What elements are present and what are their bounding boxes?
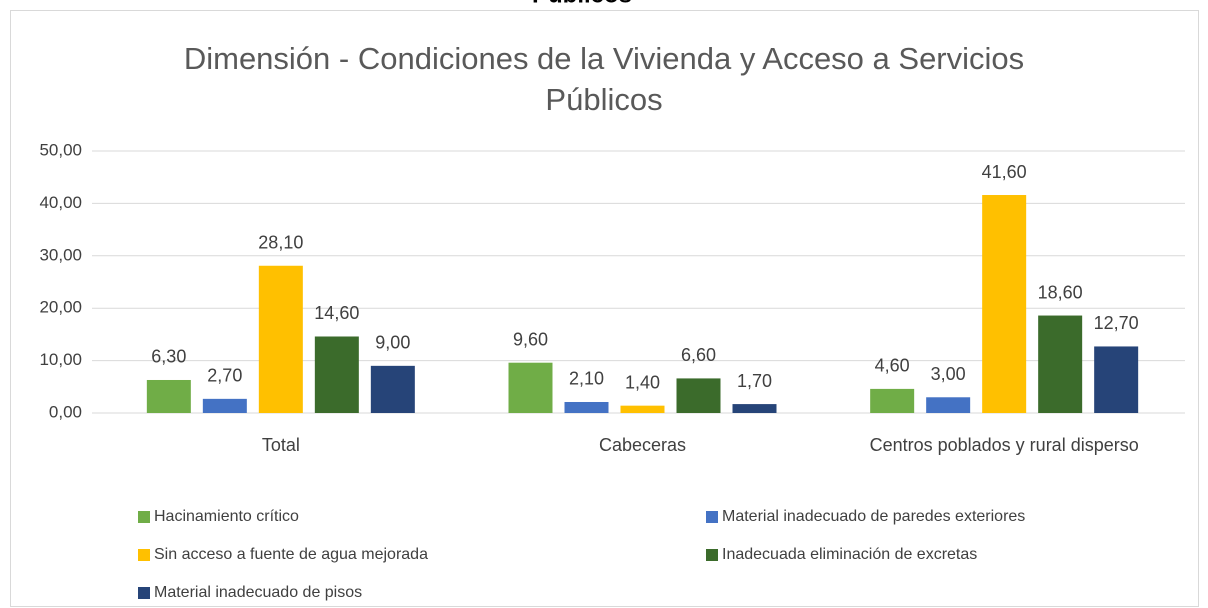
x-tick-label: Centros poblados y rural disperso <box>870 435 1139 455</box>
value-label: 1,40 <box>625 372 660 392</box>
bar <box>620 405 665 413</box>
y-tick-label: 40,00 <box>39 193 82 212</box>
value-label: 9,00 <box>375 333 410 353</box>
value-label: 6,60 <box>681 345 716 365</box>
value-label: 4,60 <box>875 356 910 376</box>
bar <box>146 379 191 413</box>
x-tick-label: Total <box>262 435 300 455</box>
value-label: 6,30 <box>151 347 186 367</box>
bar <box>258 265 303 413</box>
value-label: 41,60 <box>982 162 1027 182</box>
value-label: 2,10 <box>569 369 604 389</box>
value-label: 14,60 <box>314 303 359 323</box>
value-label: 28,10 <box>258 233 303 253</box>
bar <box>926 397 971 413</box>
y-tick-label: 10,00 <box>39 350 82 369</box>
legend-swatch <box>138 511 150 523</box>
legend-label: Material inadecuado de pisos <box>154 584 362 601</box>
y-tick-label: 30,00 <box>39 245 82 264</box>
y-tick-label: 20,00 <box>39 298 82 317</box>
legend-label: Material inadecuado de paredes exteriore… <box>722 508 1025 525</box>
bar <box>508 362 553 413</box>
legend-swatch <box>138 587 150 599</box>
bar <box>564 401 609 413</box>
bar <box>314 336 359 413</box>
bar <box>982 195 1027 413</box>
legend-label: Inadecuada eliminación de excretas <box>722 546 977 563</box>
value-label: 3,00 <box>931 364 966 384</box>
legend-label: Sin acceso a fuente de agua mejorada <box>154 546 428 563</box>
chart-title: Dimensión - Condiciones de la Vivienda y… <box>183 41 1025 117</box>
bar <box>676 378 721 413</box>
value-label: 2,70 <box>207 366 242 386</box>
value-label: 18,60 <box>1038 282 1083 302</box>
bar <box>1094 346 1139 413</box>
legend-label: Hacinamiento crítico <box>154 508 299 525</box>
value-label: 1,70 <box>737 371 772 391</box>
value-label: 9,60 <box>513 329 548 349</box>
value-label: 12,70 <box>1094 313 1139 333</box>
legend-swatch <box>706 549 718 561</box>
legend-swatch <box>706 511 718 523</box>
bar <box>1038 315 1083 413</box>
y-tick-label: 0,00 <box>49 402 82 421</box>
x-tick-label: Cabeceras <box>599 435 686 455</box>
y-tick-label: 50,00 <box>39 140 82 159</box>
bar <box>732 404 777 413</box>
bar <box>202 398 247 413</box>
legend-swatch <box>138 549 150 561</box>
bar <box>370 365 415 413</box>
clipped-header: Públicos <box>532 0 632 8</box>
bar <box>870 388 915 413</box>
